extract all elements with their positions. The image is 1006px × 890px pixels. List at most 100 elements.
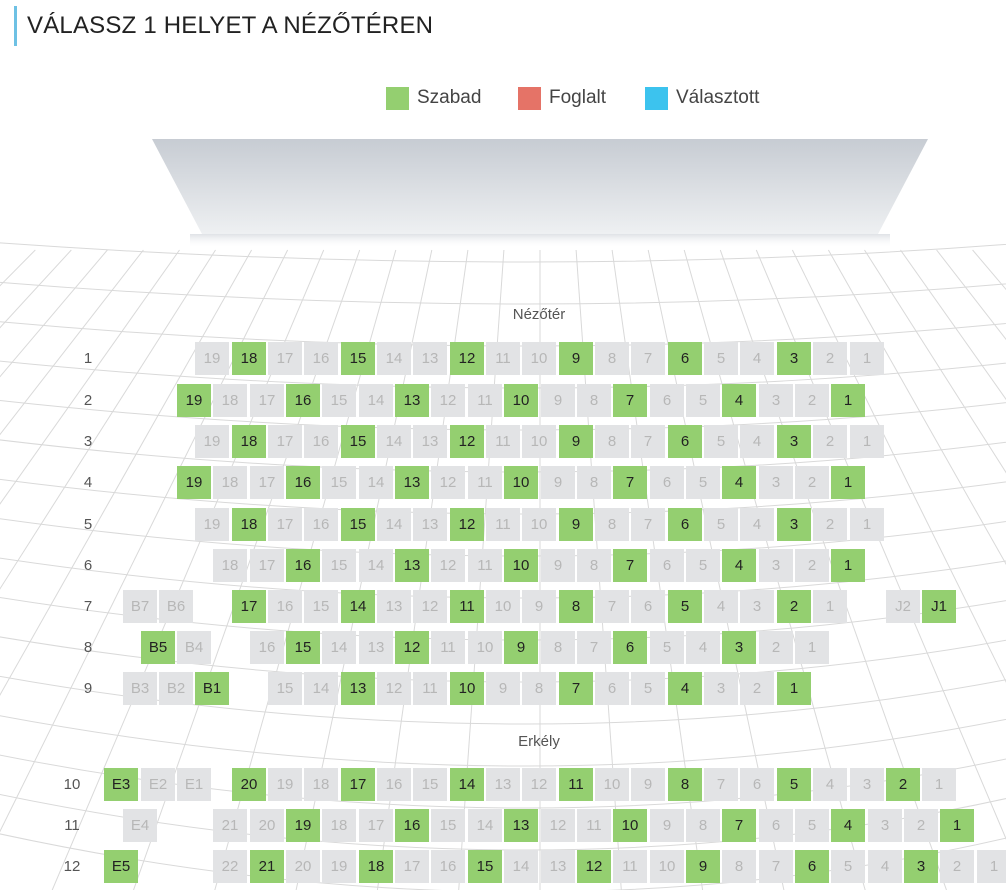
seat[interactable]: 10 [613,809,647,842]
seat[interactable]: 13 [395,466,429,499]
seat[interactable]: 10 [504,549,538,582]
seat: 2 [904,809,938,842]
seat: 17 [250,549,284,582]
seat[interactable]: 2 [777,590,811,623]
seat[interactable]: B5 [141,631,175,664]
seat[interactable]: 11 [559,768,593,801]
seat[interactable]: 16 [395,809,429,842]
seat: 4 [704,590,738,623]
seat[interactable]: 13 [341,672,375,705]
seat: 17 [359,809,393,842]
seat[interactable]: 9 [504,631,538,664]
seat[interactable]: 16 [286,549,320,582]
seat[interactable]: 12 [395,631,429,664]
seat: 15 [268,672,302,705]
seat[interactable]: E3 [104,768,138,801]
seat[interactable]: 9 [559,342,593,375]
seat: 8 [522,672,556,705]
seat[interactable]: 18 [232,342,266,375]
seat[interactable]: 19 [177,384,211,417]
seat: 7 [759,850,793,883]
seat[interactable]: 11 [450,590,484,623]
seat[interactable]: 1 [831,466,865,499]
seat[interactable]: 4 [722,466,756,499]
seat[interactable]: 5 [668,590,702,623]
seat[interactable]: 19 [177,466,211,499]
seat[interactable]: 12 [450,425,484,458]
seat[interactable]: 15 [341,342,375,375]
seat[interactable]: 21 [250,850,284,883]
seat: 5 [704,508,738,541]
seat[interactable]: 18 [359,850,393,883]
seat[interactable]: J1 [922,590,956,623]
seat[interactable]: 14 [450,768,484,801]
seat[interactable]: 2 [886,768,920,801]
seat[interactable]: 3 [777,508,811,541]
seat[interactable]: 4 [668,672,702,705]
seat[interactable]: 1 [831,384,865,417]
seat[interactable]: 6 [668,508,702,541]
seat[interactable]: 9 [559,425,593,458]
seat[interactable]: 1 [777,672,811,705]
seat: 19 [195,342,229,375]
seat[interactable]: 16 [286,384,320,417]
seat: 5 [686,466,720,499]
seat[interactable]: 7 [613,466,647,499]
seat: 2 [813,342,847,375]
seat[interactable]: 6 [668,425,702,458]
row-label: 11 [64,817,80,834]
seat[interactable]: 3 [777,342,811,375]
seat[interactable]: 10 [450,672,484,705]
seat[interactable]: 6 [668,342,702,375]
seat[interactable]: 12 [450,342,484,375]
seat[interactable]: 15 [468,850,502,883]
seat[interactable]: 7 [722,809,756,842]
seat[interactable]: 9 [686,850,720,883]
seat[interactable]: 5 [777,768,811,801]
seat[interactable]: 15 [341,508,375,541]
seat[interactable]: 6 [613,631,647,664]
seat[interactable]: 6 [795,850,829,883]
seat[interactable]: 13 [395,384,429,417]
seat: 8 [686,809,720,842]
seat[interactable]: 7 [613,384,647,417]
row-label: 12 [63,858,81,875]
seat: 15 [413,768,447,801]
seat[interactable]: 12 [450,508,484,541]
seat[interactable]: 15 [341,425,375,458]
seat[interactable]: 16 [286,466,320,499]
seat[interactable]: E5 [104,850,138,883]
seat[interactable]: 4 [831,809,865,842]
seat[interactable]: 3 [904,850,938,883]
seat[interactable]: 1 [940,809,974,842]
seat[interactable]: 1 [831,549,865,582]
seat: E1 [177,768,211,801]
seat[interactable]: 20 [232,768,266,801]
seat[interactable]: 14 [341,590,375,623]
seat[interactable]: 3 [777,425,811,458]
seat[interactable]: 17 [232,590,266,623]
seat[interactable]: 18 [232,425,266,458]
seat: 8 [577,384,611,417]
seat[interactable]: 18 [232,508,266,541]
seat[interactable]: 8 [559,590,593,623]
seat[interactable]: 7 [559,672,593,705]
seat[interactable]: 9 [559,508,593,541]
seat[interactable]: 15 [286,631,320,664]
seat[interactable]: 4 [722,384,756,417]
seat[interactable]: 19 [286,809,320,842]
seat[interactable]: 8 [668,768,702,801]
seat[interactable]: 17 [341,768,375,801]
seat[interactable]: 7 [613,549,647,582]
seat: 11 [613,850,647,883]
seat[interactable]: 10 [504,466,538,499]
seat[interactable]: 3 [722,631,756,664]
seat[interactable]: B1 [195,672,229,705]
seat[interactable]: 10 [504,384,538,417]
seat: 7 [595,590,629,623]
seat[interactable]: 12 [577,850,611,883]
seat: 1 [850,342,884,375]
seat[interactable]: 4 [722,549,756,582]
seat[interactable]: 13 [395,549,429,582]
seat[interactable]: 13 [504,809,538,842]
